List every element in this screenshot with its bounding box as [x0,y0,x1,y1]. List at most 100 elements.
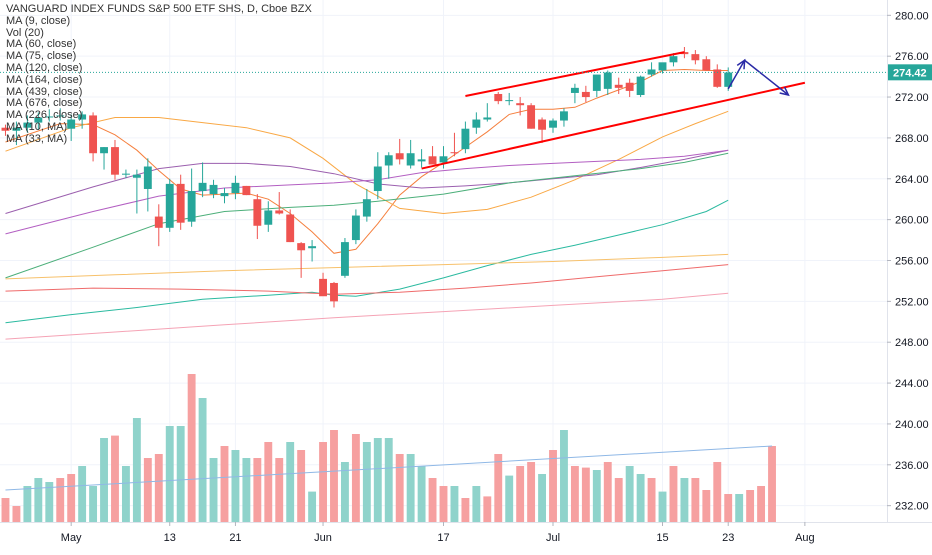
volume-bar [658,491,667,522]
candle[interactable] [428,146,437,165]
candle[interactable] [592,74,601,98]
candle[interactable] [132,169,141,214]
candle[interactable] [23,115,32,133]
candle[interactable] [297,242,306,278]
candle[interactable] [143,158,152,212]
candle[interactable] [647,62,656,77]
candle[interactable] [538,117,546,144]
candle[interactable] [384,152,393,179]
time-scale[interactable]: May 13 21 Jun 17 Jul 15 23 Aug [0,522,932,550]
candle[interactable] [89,112,98,162]
price-tick-label: 256.00 [895,255,929,267]
candle[interactable] [373,152,382,200]
candle[interactable] [505,92,514,106]
candle-body [428,156,437,165]
volume-bar [319,442,327,522]
candle[interactable] [406,139,415,169]
candle[interactable] [286,209,295,243]
candle[interactable] [198,162,207,198]
candle[interactable] [439,146,448,169]
volume-bar [34,478,43,522]
candle[interactable] [242,185,251,196]
candle[interactable] [362,188,371,222]
candle[interactable] [154,204,163,247]
candle[interactable] [625,78,634,98]
candle[interactable] [264,201,273,232]
volume-bar [395,454,404,522]
candle[interactable] [527,103,536,129]
candle-body [308,246,317,249]
candle[interactable] [67,114,76,141]
candle[interactable] [253,194,262,240]
volume-bar [384,438,393,522]
candle-body [319,278,327,297]
candle[interactable] [483,103,492,122]
candles [1,46,733,308]
candle-body [330,282,338,302]
candle[interactable] [669,53,678,67]
time-tick-label: May [61,532,82,544]
candle[interactable] [56,108,65,121]
candle[interactable] [702,56,711,71]
candle-body [78,114,87,120]
candle[interactable] [187,168,196,227]
forecast-arrow-path[interactable] [727,59,789,96]
candle[interactable] [209,179,218,199]
candle[interactable] [516,97,525,116]
candle[interactable] [100,147,108,170]
candle[interactable] [658,62,667,74]
candle[interactable] [1,124,10,136]
price-scale[interactable]: 232.00 236.00 240.00 244.00 248.00 252.00 256.… [887,0,932,522]
candle[interactable] [176,174,185,230]
candle[interactable] [121,169,130,178]
candle[interactable] [724,67,733,91]
volume-bar [242,458,251,522]
candle[interactable] [713,64,722,88]
candle[interactable] [231,175,240,200]
candle[interactable] [111,139,119,180]
candle[interactable] [78,111,87,129]
candle-body [691,54,700,61]
candle[interactable] [691,50,700,65]
candle-body [220,193,229,197]
candle[interactable] [581,85,590,103]
time-tick-label: Jul [546,532,560,544]
candle[interactable] [614,77,623,94]
candle[interactable] [275,192,284,215]
candle[interactable] [12,121,21,146]
volume-bar [768,446,776,522]
candle[interactable] [395,138,404,165]
candle[interactable] [472,112,481,134]
candle[interactable] [570,83,579,104]
volume-bar [143,458,152,522]
candle[interactable] [636,75,645,98]
candle[interactable] [549,118,557,133]
volume-bar [549,450,557,522]
candle-body [34,117,43,123]
candle[interactable] [560,108,568,127]
time-tick-label: 13 [164,532,176,544]
candle[interactable] [494,91,503,105]
candle[interactable] [450,132,459,157]
candle[interactable] [341,238,349,278]
volume-bar [669,466,678,522]
candle[interactable] [319,272,327,297]
channel-lower-line[interactable] [421,81,806,170]
candle[interactable] [417,149,426,168]
candle[interactable] [351,209,360,245]
candle-body [450,152,459,154]
candle[interactable] [34,112,43,130]
candle-body [592,74,601,91]
candle[interactable] [45,109,54,122]
candle[interactable] [461,121,470,154]
price-tick-label: 236.00 [895,460,929,472]
candle[interactable] [165,178,174,232]
candle[interactable] [308,240,317,262]
candle[interactable] [220,187,229,204]
channel-upper-line[interactable] [465,51,685,98]
candle[interactable] [603,70,612,96]
candle[interactable] [330,281,338,308]
arrow-head-down [779,86,790,97]
